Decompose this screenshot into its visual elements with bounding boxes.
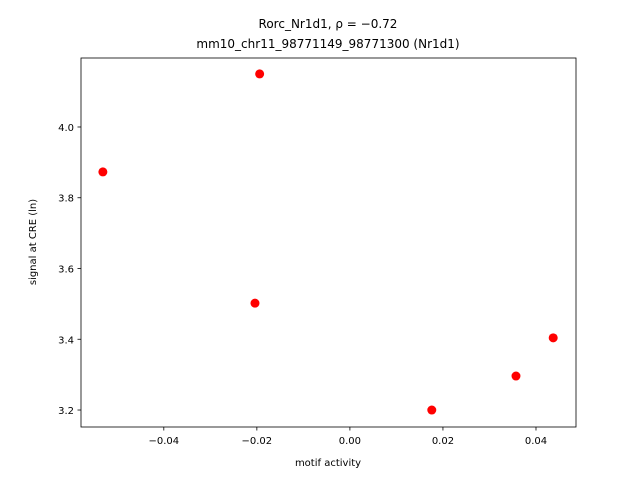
point — [548, 333, 558, 343]
y-tick-label: 3.2 — [58, 406, 74, 417]
x-tick-label: 0.02 — [432, 436, 454, 447]
chart-title: Rorc_Nr1d1, ρ = −0.72 — [259, 17, 398, 31]
point — [250, 298, 260, 308]
point — [511, 371, 521, 381]
y-axis-label: signal at CRE (ln) — [28, 199, 39, 285]
x-tick-label: 0.00 — [339, 436, 361, 447]
y-tick-label: 3.8 — [58, 194, 74, 205]
y-tick-label: 3.6 — [58, 265, 74, 276]
x-tick-label: 0.04 — [525, 436, 547, 447]
y-tick-label: 3.4 — [58, 335, 74, 346]
y-tick-label: 4.0 — [58, 123, 74, 134]
plot-frame — [80, 57, 577, 428]
point — [255, 69, 265, 79]
point — [427, 405, 437, 415]
x-axis-label: motif activity — [295, 458, 361, 469]
x-tick-label: −0.02 — [242, 436, 273, 447]
point — [98, 167, 108, 177]
x-tick-label: −0.04 — [148, 436, 179, 447]
chart-subtitle: mm10_chr11_98771149_98771300 (Nr1d1) — [196, 37, 459, 51]
